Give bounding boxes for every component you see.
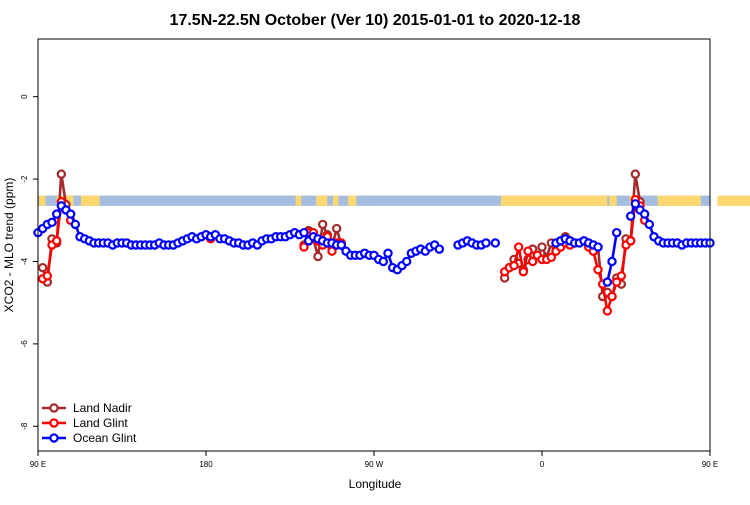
y-tick-label: -2 [20,175,29,183]
land-band [80,195,100,206]
x-tick-label: 90 E [702,460,718,469]
data-point [490,238,501,248]
data-point [481,238,491,248]
chart-title: 17.5N-22.5N October (Ver 10) 2015-01-01 … [170,12,581,29]
data-point [51,209,62,219]
x-axis-label: Longitude [349,477,402,491]
data-point [607,291,617,302]
legend-marker [49,418,59,428]
land-band [66,195,74,206]
data-point [378,256,389,267]
x-tick-label: 0 [540,460,545,469]
land-band [347,195,357,206]
data-point [51,236,62,246]
y-axis: 0 -2 -4 -6 -8 [20,94,38,430]
legend-item: Land Nadir [42,401,132,415]
data-point [630,199,641,209]
land-band [717,195,750,206]
data-point [336,240,347,250]
data-point [644,219,655,230]
data-point [434,244,445,254]
legend-label: Ocean Glint [73,431,137,445]
legend-label: Land Glint [73,416,128,430]
data-point [383,248,393,258]
land-band [332,195,339,206]
data-point [639,209,650,219]
series-3 [33,199,715,287]
y-axis-label: XCO2 - MLO trend (ppm) [2,178,16,313]
land-band [295,195,302,206]
data-point [625,236,636,246]
data-point [313,251,323,262]
y-tick-label: -8 [20,422,29,430]
x-tick-label: 180 [199,460,213,469]
y-tick-label: 0 [20,94,29,99]
data-point [401,256,412,267]
data-point [70,219,81,230]
legend-item: Ocean Glint [42,431,137,445]
y-tick-label: -6 [20,340,29,348]
data-point [509,260,519,271]
series-2 [37,194,650,316]
data-point [513,242,524,252]
data-point [593,265,603,275]
ocean-band [38,195,710,206]
data-point [47,217,57,228]
series-layer [33,169,715,316]
data-point [65,209,76,219]
legend-item: Land Glint [42,416,128,430]
series-1 [37,169,645,302]
data-point [546,252,557,263]
data-point [602,306,613,316]
land-band [316,195,328,206]
data-point [630,169,641,179]
data-point [593,242,603,252]
data-point [607,256,617,267]
legend-marker [49,403,59,413]
x-tick-label: 90 W [365,460,384,469]
data-point [317,219,328,230]
legend-marker [49,433,59,443]
data-point [537,242,547,252]
data-point [518,267,529,277]
land-band [500,195,608,206]
data-point [56,169,67,179]
land-band [609,195,617,206]
data-point [616,271,627,281]
data-point [299,242,309,252]
data-point [527,256,538,267]
x-tick-label: 90 E [30,460,46,469]
land-band [38,195,46,206]
legend-label: Land Nadir [73,401,132,415]
land-band [657,195,701,206]
data-point [331,223,342,234]
data-point [299,227,309,238]
data-point [37,262,48,273]
data-point [602,277,613,287]
x-axis: 90 E 180 90 W 0 90 E [30,451,718,469]
data-point [625,211,636,221]
y-tick-label: -4 [20,257,29,265]
data-point [42,271,53,281]
data-point [611,227,622,238]
data-point [523,246,533,256]
data-point [611,277,622,287]
